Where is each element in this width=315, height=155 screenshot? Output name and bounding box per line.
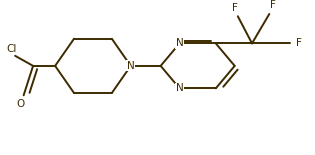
Text: N: N bbox=[176, 38, 183, 48]
Text: N: N bbox=[176, 83, 183, 93]
Text: O: O bbox=[16, 99, 25, 109]
Text: Cl: Cl bbox=[6, 44, 16, 54]
Text: F: F bbox=[296, 38, 301, 48]
Text: N: N bbox=[127, 61, 135, 71]
Text: F: F bbox=[270, 0, 275, 10]
Text: F: F bbox=[232, 3, 238, 13]
